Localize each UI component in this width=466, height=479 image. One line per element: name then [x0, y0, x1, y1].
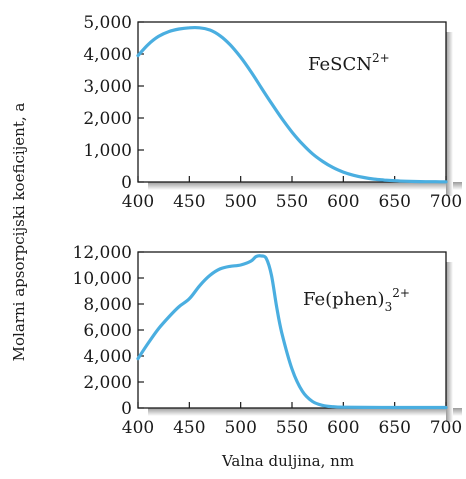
x-tick-label: 400: [122, 418, 154, 438]
panel-fe-phen: 0 2,000 4,000 6,000 8,000 10,000 12,000 400 450 5…: [73, 243, 463, 438]
y-tick-label: 2,000: [83, 373, 132, 393]
y-tick-label: 0: [121, 173, 132, 193]
species-label: Fe(phen)32+: [303, 286, 410, 314]
frame-shadow-right: [446, 32, 453, 196]
y-tick-label: 12,000: [73, 243, 132, 263]
x-tick-label: 600: [327, 418, 359, 438]
y-tick-label: 2,000: [83, 109, 132, 129]
x-tick-label: 450: [173, 418, 205, 438]
y-tick-label: 3,000: [83, 77, 132, 97]
y-tick-label: 0: [121, 399, 132, 419]
x-tick-label: 500: [224, 418, 256, 438]
x-tick-label: 650: [378, 418, 410, 438]
x-axis-label: Valna duljina, nm: [221, 452, 354, 470]
plot-frame: [137, 251, 447, 409]
y-tick-label: 10,000: [73, 269, 132, 289]
species-label: FeSCN2+: [308, 51, 390, 75]
panel-fescn: 0 1,000 2,000 3,000 4,000 5,000 400 450 500 550 60…: [83, 13, 462, 212]
frame-shadow-bottom: [148, 408, 462, 416]
x-tick-label: 400: [122, 192, 154, 212]
x-tick-label: 450: [173, 192, 205, 212]
y-axis-label: Molarni apsorpcijski koeficijent, a: [10, 103, 28, 362]
x-tick-label: 500: [224, 192, 256, 212]
x-tick-label: 700: [430, 192, 462, 212]
spectrum-line: [136, 25, 448, 184]
x-tick-label: 600: [327, 192, 359, 212]
y-tick-label: 1,000: [83, 141, 132, 161]
x-tick-label: 700: [430, 418, 462, 438]
x-tick-label: 550: [276, 192, 308, 212]
frame-shadow-bottom: [148, 182, 462, 190]
y-tick-label: 5,000: [83, 13, 132, 33]
y-tick-label: 8,000: [83, 295, 132, 315]
spectrum-line: [136, 254, 448, 410]
x-tick-label: 550: [276, 418, 308, 438]
frame-shadow-right: [446, 262, 453, 422]
plot-frame: [137, 21, 447, 183]
y-tick-label: 4,000: [83, 45, 132, 65]
x-tick-label: 650: [378, 192, 410, 212]
y-tick-label: 4,000: [83, 347, 132, 367]
y-tick-label: 6,000: [83, 321, 132, 341]
